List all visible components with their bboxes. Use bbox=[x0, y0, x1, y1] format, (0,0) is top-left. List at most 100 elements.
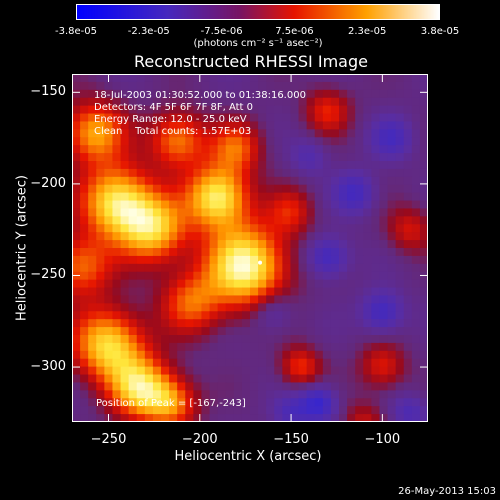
heatmap-cell bbox=[209, 137, 219, 146]
heatmap-cell bbox=[355, 335, 364, 344]
heatmap-cell bbox=[209, 319, 219, 328]
heatmap-cell bbox=[233, 279, 243, 289]
heatmap-cell bbox=[104, 248, 114, 257]
heatmap-cell bbox=[266, 74, 275, 83]
heatmap-cell bbox=[411, 327, 421, 336]
heatmap-cell bbox=[225, 74, 235, 83]
heatmap-cell bbox=[72, 342, 81, 352]
heatmap-cell bbox=[152, 232, 162, 241]
heatmap-cell bbox=[371, 303, 381, 312]
heatmap-cell bbox=[144, 342, 154, 352]
heatmap-cell bbox=[169, 97, 178, 107]
heatmap-cell bbox=[266, 263, 275, 273]
heatmap-cell bbox=[379, 319, 389, 328]
heatmap-cell bbox=[419, 216, 428, 225]
heatmap-cell bbox=[104, 200, 114, 210]
heatmap-cell bbox=[112, 153, 122, 162]
heatmap-cell bbox=[371, 97, 381, 107]
heatmap-cell bbox=[136, 390, 146, 399]
heatmap-cell bbox=[128, 255, 138, 265]
heatmap-cell bbox=[306, 224, 316, 233]
heatmap-cell bbox=[314, 129, 324, 138]
heatmap-cell bbox=[298, 287, 308, 297]
heatmap-cell bbox=[136, 279, 146, 289]
heatmap-cell bbox=[120, 192, 130, 202]
heatmap-cell bbox=[395, 121, 405, 130]
heatmap-cell bbox=[258, 168, 267, 178]
heatmap-cell bbox=[282, 255, 292, 265]
heatmap-cell bbox=[250, 176, 259, 186]
heatmap-cell bbox=[250, 121, 259, 130]
heatmap-cell bbox=[387, 335, 397, 344]
x-tick-label: −150 bbox=[273, 432, 309, 447]
heatmap-cell bbox=[185, 113, 194, 123]
heatmap-cell bbox=[347, 374, 356, 384]
heatmap-cell bbox=[282, 287, 292, 297]
heatmap-cell bbox=[128, 240, 138, 249]
heatmap-cell bbox=[306, 366, 316, 376]
heatmap-cell bbox=[177, 200, 186, 210]
heatmap-cell bbox=[217, 192, 227, 202]
heatmap-cell bbox=[128, 335, 138, 344]
heatmap-cell bbox=[282, 271, 292, 281]
heatmap-cell bbox=[96, 295, 105, 304]
heatmap-cell bbox=[241, 319, 251, 328]
heatmap-cell bbox=[193, 168, 203, 178]
heatmap-cell bbox=[201, 279, 211, 289]
heatmap-cell bbox=[379, 414, 389, 422]
heatmap-cell bbox=[88, 335, 97, 344]
heatmap-cell bbox=[80, 208, 89, 217]
heatmap-cell bbox=[387, 161, 397, 170]
heatmap-cell bbox=[403, 295, 413, 304]
heatmap-cell bbox=[161, 192, 170, 202]
heatmap-cell bbox=[161, 145, 170, 154]
heatmap-cell bbox=[403, 153, 413, 162]
heatmap-cell bbox=[72, 366, 81, 376]
heatmap-cell bbox=[136, 121, 146, 130]
heatmap-cell bbox=[128, 366, 138, 376]
heatmap-cell bbox=[225, 295, 235, 304]
heatmap-cell bbox=[411, 74, 421, 83]
heatmap-cell bbox=[169, 113, 178, 123]
heatmap-cell bbox=[185, 319, 194, 328]
heatmap-cell bbox=[379, 295, 389, 304]
heatmap-cell bbox=[128, 145, 138, 154]
heatmap-cell bbox=[169, 263, 178, 273]
heatmap-cell bbox=[371, 105, 381, 115]
heatmap-cell bbox=[314, 398, 324, 407]
heatmap-cell bbox=[144, 295, 154, 304]
heatmap-cell bbox=[120, 287, 130, 297]
heatmap-cell bbox=[96, 97, 105, 107]
heatmap-cell bbox=[88, 161, 97, 170]
heatmap-cell bbox=[152, 398, 162, 407]
heatmap-cell bbox=[250, 200, 259, 210]
heatmap-cell bbox=[193, 208, 203, 217]
heatmap-cell bbox=[395, 105, 405, 115]
heatmap-cell bbox=[330, 342, 340, 352]
heatmap-cell bbox=[419, 224, 428, 233]
heatmap-cell bbox=[411, 342, 421, 352]
heatmap-cell bbox=[104, 358, 114, 368]
heatmap-cell bbox=[128, 137, 138, 146]
heatmap-cell bbox=[314, 74, 324, 83]
heatmap-cell bbox=[266, 176, 275, 186]
heatmap-cell bbox=[306, 311, 316, 320]
heatmap-cell bbox=[371, 192, 381, 202]
heatmap-cell bbox=[177, 113, 186, 123]
heatmap-cell bbox=[322, 232, 332, 241]
heatmap-cell bbox=[314, 168, 324, 178]
heatmap-cell bbox=[322, 335, 332, 344]
heatmap-cell bbox=[136, 350, 146, 360]
heatmap-cell bbox=[241, 303, 251, 312]
heatmap-cell bbox=[96, 255, 105, 265]
heatmap-cell bbox=[355, 398, 364, 407]
heatmap-cell bbox=[290, 279, 300, 289]
heatmap-cell bbox=[379, 366, 389, 376]
heatmap-cell bbox=[177, 240, 186, 249]
heatmap-cell bbox=[201, 153, 211, 162]
heatmap-cell bbox=[282, 232, 292, 241]
heatmap-cell bbox=[395, 295, 405, 304]
heatmap-cell bbox=[161, 240, 170, 249]
heatmap-cell bbox=[88, 248, 97, 257]
heatmap-cell bbox=[274, 248, 283, 257]
